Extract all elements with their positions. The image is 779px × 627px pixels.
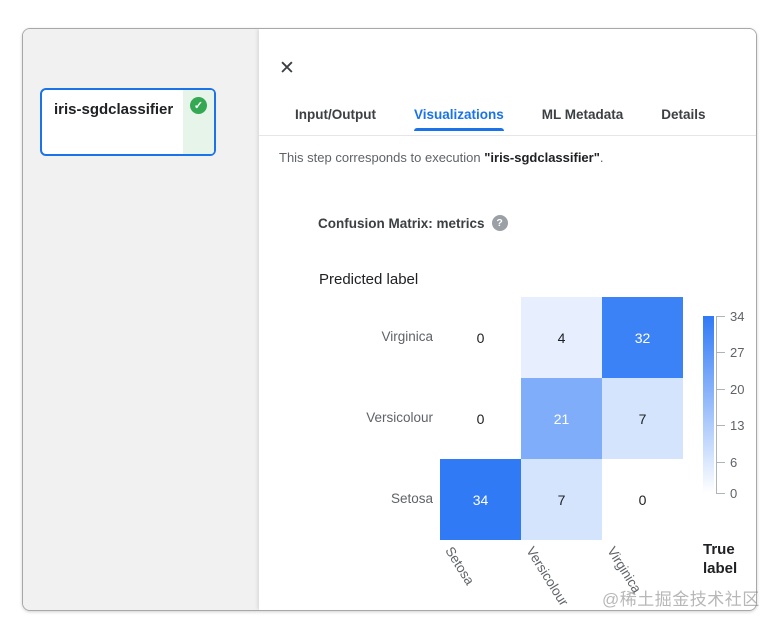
colorbar-tick: [716, 316, 725, 317]
matrix-cell-setosa-setosa: 34: [440, 459, 521, 540]
node-label: iris-sgdclassifier: [54, 101, 174, 118]
colorbar-tick-label: 6: [730, 454, 738, 470]
pipeline-view-card: iris-sgdclassifier ✓ ✕ Input/Output Visua…: [22, 28, 757, 611]
graph-node-iris-sgdclassifier[interactable]: iris-sgdclassifier ✓: [40, 88, 216, 156]
row-label-versicolour: Versicolour: [366, 410, 433, 425]
colorbar-tick-label: 27: [730, 345, 745, 361]
description-suffix: .: [599, 150, 604, 165]
colorbar-tick-label: 20: [730, 381, 745, 397]
colorbar-tick: [716, 352, 725, 354]
tab-visualizations[interactable]: Visualizations: [413, 107, 504, 131]
description-execution-name: "iris-sgdclassifier": [484, 150, 600, 165]
matrix-cell-setosa-virginica: 0: [602, 459, 683, 540]
visualization-section-header: Confusion Matrix: metrics ?: [318, 215, 508, 231]
check-circle-icon: ✓: [190, 97, 207, 114]
matrix-cell-versicolour-setosa: 0: [440, 378, 521, 459]
close-icon[interactable]: ✕: [279, 58, 295, 79]
confusion-matrix-title: Confusion Matrix: metrics: [318, 215, 485, 231]
matrix-cell-virginica-versicolour: 4: [521, 297, 602, 378]
predicted-label-axis-title: Predicted label: [319, 271, 419, 288]
matrix-cell-versicolour-versicolour: 21: [521, 378, 602, 459]
colorbar-gradient: [703, 316, 714, 493]
tab-details[interactable]: Details: [661, 107, 706, 122]
colorbar-tick-label: 0: [730, 486, 738, 501]
matrix-cell-virginica-setosa: 0: [440, 297, 521, 378]
help-icon[interactable]: ?: [491, 215, 508, 231]
tab-input-output[interactable]: Input/Output: [295, 107, 376, 122]
colorbar-tick-label: 34: [730, 309, 745, 324]
tabs-divider: [259, 135, 756, 136]
colorbar-tick-label: 13: [730, 418, 745, 434]
matrix-cell-versicolour-virginica: 7: [602, 378, 683, 459]
col-label-setosa: Setosa: [442, 544, 478, 588]
watermark: @稀土掘金技术社区: [602, 590, 760, 609]
colorbar-tick: [716, 425, 725, 427]
col-label-versicolour: Versicolour: [523, 544, 572, 609]
row-label-virginica: Virginica: [381, 329, 433, 344]
step-description: This step corresponds to execution "iris…: [279, 150, 604, 165]
confusion-matrix-grid: 0 4 32 0 21 7 34 7 0: [440, 297, 683, 540]
true-label-axis-title: True label: [703, 541, 738, 577]
step-detail-panel: ✕ Input/Output Visualizations ML Metadata D…: [259, 29, 756, 610]
description-prefix: This step corresponds to execution: [279, 150, 485, 165]
colorbar-tick: [716, 493, 725, 494]
colorbar-tick: [716, 388, 725, 390]
pipeline-graph-sidebar: iris-sgdclassifier ✓: [23, 29, 259, 610]
tabs: Input/Output Visualizations ML Metadata Det…: [295, 107, 706, 131]
tab-ml-metadata[interactable]: ML Metadata: [541, 107, 624, 122]
matrix-cell-setosa-versicolour: 7: [521, 459, 602, 540]
matrix-cell-virginica-virginica: 32: [602, 297, 683, 378]
colorbar-tick: [716, 461, 725, 463]
colorbar-axis-line: [716, 316, 717, 494]
row-label-setosa: Setosa: [390, 491, 433, 506]
